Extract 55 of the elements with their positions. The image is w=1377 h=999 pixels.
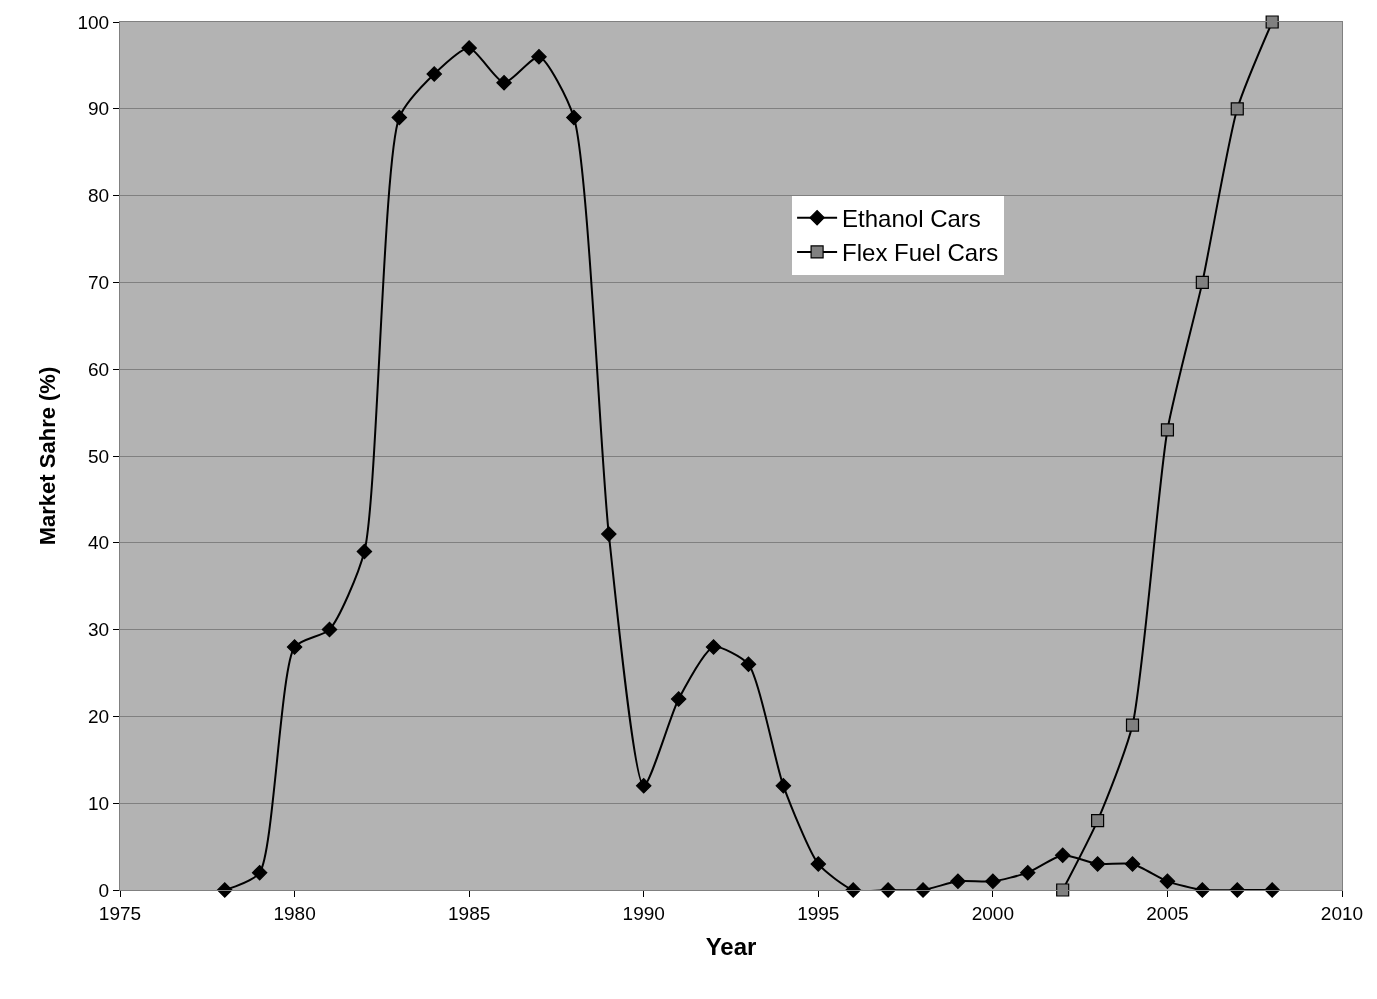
point xyxy=(461,40,477,56)
point xyxy=(391,109,408,126)
x-tick-label: 1985 xyxy=(448,902,491,924)
point xyxy=(566,109,582,126)
point xyxy=(426,66,442,82)
point xyxy=(286,639,303,655)
x-tick-label: 2010 xyxy=(1320,902,1364,924)
point xyxy=(601,526,617,542)
point xyxy=(915,882,931,898)
point xyxy=(775,778,792,794)
point xyxy=(705,639,722,655)
point xyxy=(1195,275,1209,289)
x-tick-label: 2005 xyxy=(1146,902,1189,924)
x-tick-label: 1995 xyxy=(797,902,840,924)
y-tick-label: 100 xyxy=(77,11,110,33)
point xyxy=(1020,864,1036,881)
point xyxy=(740,656,757,673)
y-tick-label: 20 xyxy=(88,706,110,728)
point xyxy=(670,691,687,707)
point xyxy=(810,856,827,872)
x-axis-title: Year xyxy=(705,933,757,961)
point xyxy=(1056,883,1070,897)
point xyxy=(1124,856,1141,872)
y-tick-label: 40 xyxy=(88,532,110,554)
point xyxy=(1054,847,1071,864)
point xyxy=(1125,718,1140,732)
point xyxy=(635,778,652,794)
legend-label: Flex Fuel Cars xyxy=(842,239,999,267)
y-tick-label: 80 xyxy=(88,185,110,207)
y-tick-label: 50 xyxy=(88,445,110,467)
point xyxy=(985,873,1001,890)
x-tick-label: 1975 xyxy=(98,902,142,924)
point xyxy=(1089,856,1106,872)
point xyxy=(950,873,966,890)
y-axis-title: Market Sahre (%) xyxy=(35,366,61,546)
y-tick-label: 10 xyxy=(88,792,110,814)
point xyxy=(251,864,268,881)
point xyxy=(356,543,373,560)
point xyxy=(1159,873,1176,890)
x-tick-label: 1980 xyxy=(273,902,316,924)
y-tick-label: 30 xyxy=(88,619,110,641)
x-tick-label: 1990 xyxy=(622,902,665,924)
point xyxy=(496,75,512,91)
y-tick-label: 90 xyxy=(88,98,110,120)
point xyxy=(321,621,338,638)
y-tick-label: 70 xyxy=(88,272,110,294)
point xyxy=(1091,813,1105,828)
y-tick-label: 0 xyxy=(98,879,110,901)
point xyxy=(1160,423,1175,437)
point xyxy=(531,48,547,65)
legend-label: Ethanol Cars xyxy=(842,205,981,233)
x-tick-label: 2000 xyxy=(971,902,1014,924)
point xyxy=(1230,102,1244,116)
point xyxy=(1265,15,1279,29)
y-tick-label: 60 xyxy=(88,358,110,380)
